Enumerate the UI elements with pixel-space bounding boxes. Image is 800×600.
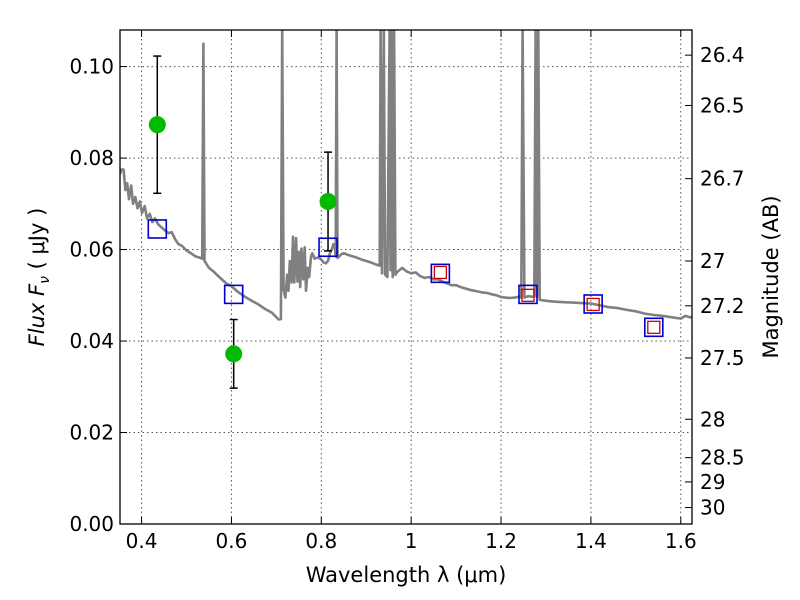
model-photometry-square — [223, 284, 244, 305]
y-tick-label: 0.02 — [69, 421, 114, 445]
plot-frame — [119, 29, 693, 525]
y-tick-label: 0.06 — [69, 238, 114, 262]
mag-tick-label: 29 — [700, 470, 725, 494]
mag-tick-label: 28.5 — [700, 446, 745, 470]
observed-photometry-point — [319, 193, 337, 211]
axes: 0.4 0.6 0.8 1 1.2 1.4 1.6 0.00 0.02 0.04 0.06 0.08 0… — [69, 30, 745, 553]
x-tick-label: 1.2 — [485, 529, 517, 553]
mag-tick-label: 26.4 — [700, 43, 745, 67]
x-tick-label: 0.4 — [126, 529, 158, 553]
nir-measurement-square — [586, 297, 600, 312]
y-axis-label-unit: ( μJy ) — [25, 208, 49, 276]
y-axis-label-main: Flux F — [25, 283, 49, 346]
model-photometry-square — [147, 219, 168, 239]
y-axis-label: Flux Fν ( μJy ) — [25, 208, 53, 347]
observed-photometry-point — [148, 116, 166, 134]
y-tick-label: 0.10 — [69, 55, 114, 79]
y-tick-label: 0.04 — [69, 329, 114, 353]
x-tick-label: 0.6 — [216, 529, 248, 553]
x-axis-label: Wavelength λ (μm) — [306, 563, 507, 587]
x-tick-label: 1.6 — [665, 529, 697, 553]
y-tick-label: 0.00 — [69, 512, 114, 536]
mag-tick-label: 28 — [700, 407, 725, 431]
mag-tick-label: 30 — [700, 496, 725, 520]
plot-area — [120, 30, 692, 389]
nir-measurement-square — [521, 288, 535, 302]
nir-measurement-square — [647, 320, 661, 334]
x-tick-label: 1.4 — [575, 529, 607, 553]
y-axis-label-subscript: ν — [37, 276, 53, 284]
x-tick-label: 0.8 — [305, 529, 337, 553]
spectrum-line — [120, 30, 692, 321]
model-photometry-square — [518, 284, 538, 305]
grid-lines — [120, 30, 692, 525]
nir-measurement-square — [433, 265, 448, 280]
x-tick-label: 1 — [405, 529, 418, 553]
y-tick-label: 0.08 — [69, 146, 114, 170]
mag-tick-label: 26.7 — [700, 167, 745, 191]
model-photometry-square — [430, 263, 451, 284]
mag-tick-label: 26.5 — [700, 93, 745, 117]
observed-photometry-point — [225, 345, 243, 363]
model-photometry-square — [583, 294, 603, 314]
right-y-axis-label: Magnitude (AB) — [759, 195, 783, 358]
mag-tick-label: 27 — [700, 249, 725, 273]
mag-tick-label: 27.5 — [700, 346, 745, 370]
mag-tick-label: 27.2 — [700, 294, 745, 318]
model-photometry-square — [644, 317, 664, 338]
